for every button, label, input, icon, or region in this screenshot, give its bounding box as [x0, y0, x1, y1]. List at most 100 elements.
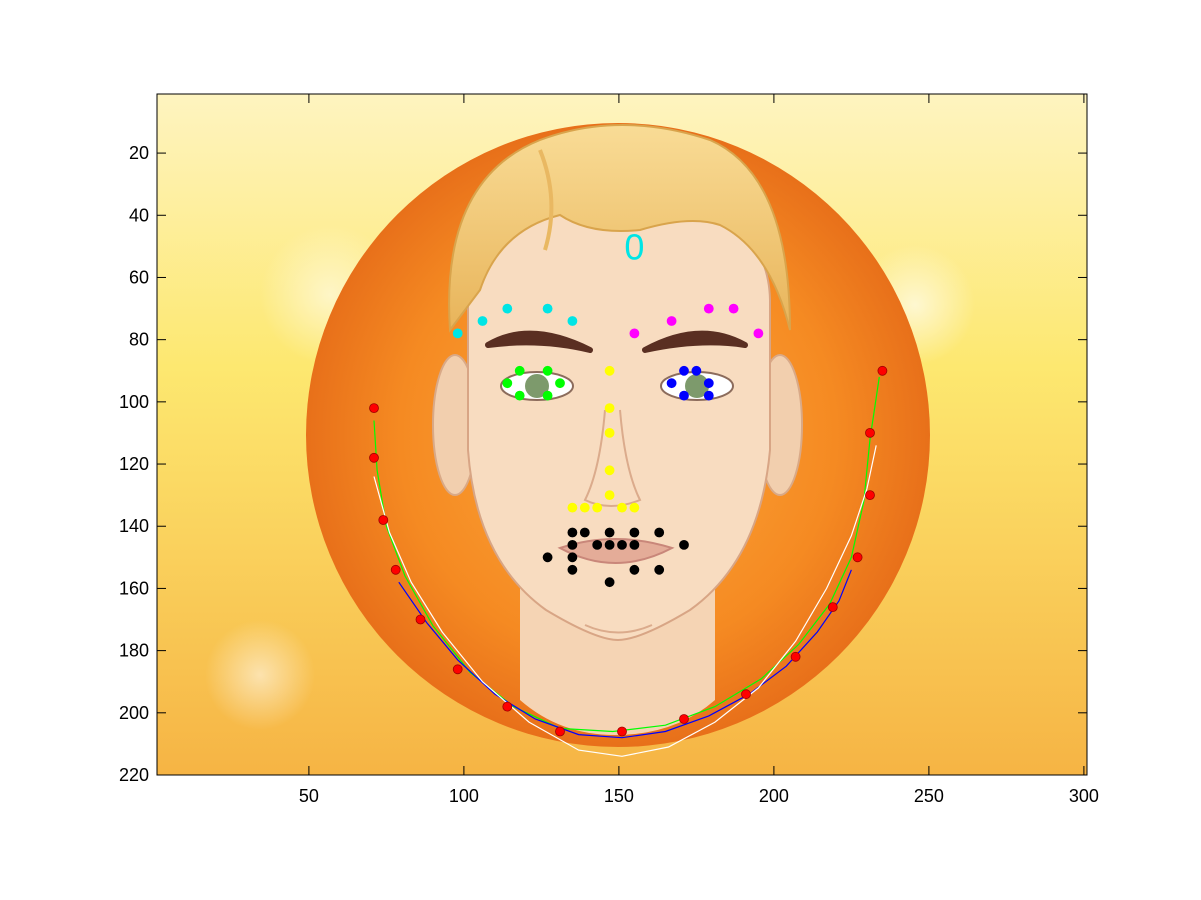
y-tick-label-0: 20 [129, 143, 149, 163]
point-series-0-9 [679, 714, 689, 724]
x-tick-label-3: 200 [759, 786, 789, 806]
point-series-1-0 [452, 328, 463, 339]
point-series-3-6 [579, 502, 590, 513]
point-series-0-3 [390, 564, 401, 575]
point-series-4-1 [542, 365, 553, 376]
light-flare [205, 620, 315, 730]
x-tick-label-4: 250 [914, 786, 944, 806]
point-series-2-4 [753, 328, 764, 339]
point-series-3-5 [567, 502, 578, 513]
point-series-6-8 [604, 540, 615, 550]
point-series-0-16 [877, 365, 888, 376]
y-tick-label-8: 180 [119, 641, 149, 661]
right-iris [685, 374, 709, 398]
point-series-3-2 [604, 427, 615, 438]
annotation-label-0: 0 [624, 226, 644, 267]
point-series-0-0 [369, 403, 379, 414]
point-series-2-0 [629, 328, 640, 339]
hair [448, 124, 791, 333]
y-tick-label-9: 200 [119, 703, 149, 723]
point-series-1-3 [542, 303, 553, 314]
point-series-1-1 [477, 316, 488, 326]
point-series-6-7 [592, 540, 603, 550]
point-series-0-6 [502, 701, 513, 712]
point-series-4-3 [555, 378, 565, 389]
point-series-0-8 [617, 726, 627, 737]
curve-series-9 [373, 445, 877, 757]
point-series-0-15 [865, 427, 875, 438]
point-series-4-5 [542, 390, 553, 401]
point-series-6-11 [679, 540, 689, 550]
axes-frame [156, 93, 1088, 776]
point-series-6-9 [617, 540, 627, 550]
point-series-6-2 [604, 527, 615, 538]
x-tick-label-2: 150 [604, 786, 634, 806]
x-tick-label-5: 300 [1069, 786, 1099, 806]
y-tick-label-4: 100 [119, 392, 149, 412]
point-series-6-15 [654, 564, 665, 575]
face [467, 188, 771, 642]
x-tick-label-0: 50 [299, 786, 319, 806]
point-series-0-2 [378, 515, 389, 525]
point-series-5-1 [691, 365, 702, 376]
axis-ticks: 50 100 150 200 250 300 20 40 60 80 100 120 140 160 180… [119, 94, 1099, 806]
right-eyebrow [642, 330, 748, 353]
point-series-0-5 [452, 664, 463, 675]
point-series-0-13 [852, 552, 863, 563]
x-tick-label-1: 100 [449, 786, 479, 806]
point-series-6-4 [654, 527, 665, 538]
point-series-3-9 [629, 502, 640, 513]
point-series-6-12 [567, 552, 578, 563]
point-series-4-2 [502, 378, 513, 389]
y-tick-label-3: 80 [129, 330, 149, 350]
mouth [557, 538, 675, 564]
point-series-3-7 [592, 502, 603, 513]
point-series-4-4 [514, 390, 525, 401]
point-series-1-4 [567, 316, 578, 326]
chin-line [584, 624, 653, 634]
point-series-3-4 [604, 490, 615, 501]
point-series-0-10 [741, 689, 751, 700]
point-series-6-3 [629, 527, 640, 538]
point-series-2-3 [728, 303, 739, 314]
point-series-6-0 [567, 527, 578, 538]
point-series-5-2 [666, 378, 677, 389]
point-series-0-4 [415, 614, 426, 625]
y-tick-label-1: 40 [129, 205, 149, 225]
point-series-0-12 [827, 602, 838, 612]
curve-series-8 [398, 569, 852, 739]
left-iris [525, 374, 549, 398]
y-tick-label-10: 220 [119, 765, 149, 785]
y-tick-label-2: 60 [129, 267, 149, 287]
y-tick-label-7: 160 [119, 578, 149, 598]
point-series-3-0 [604, 365, 615, 376]
point-series-4-0 [514, 365, 525, 376]
point-series-6-10 [629, 540, 640, 550]
point-series-5-0 [679, 365, 689, 376]
point-series-0-11 [790, 651, 801, 662]
left-eyebrow [485, 330, 593, 353]
point-series-0-14 [865, 490, 875, 501]
point-series-0-7 [555, 726, 565, 737]
point-series-2-1 [666, 316, 677, 326]
fitted-curves [373, 376, 880, 757]
curve-series-7 [373, 376, 880, 733]
point-series-5-3 [703, 378, 714, 389]
point-series-3-3 [604, 465, 615, 476]
y-tick-label-5: 120 [119, 454, 149, 474]
point-series-0-1 [369, 452, 379, 463]
point-series-6-16 [604, 577, 615, 588]
y-tick-label-6: 140 [119, 516, 149, 536]
point-series-5-5 [703, 390, 714, 401]
point-series-6-1 [579, 527, 590, 538]
point-series-5-4 [679, 390, 689, 401]
point-series-3-8 [617, 502, 627, 513]
nose [583, 409, 642, 507]
background-image [157, 94, 1087, 775]
point-series-3-1 [604, 403, 615, 414]
point-series-6-5 [542, 552, 553, 563]
annotations: 0 [624, 226, 644, 267]
hair-strand [538, 149, 554, 251]
landmark-points [369, 303, 888, 737]
